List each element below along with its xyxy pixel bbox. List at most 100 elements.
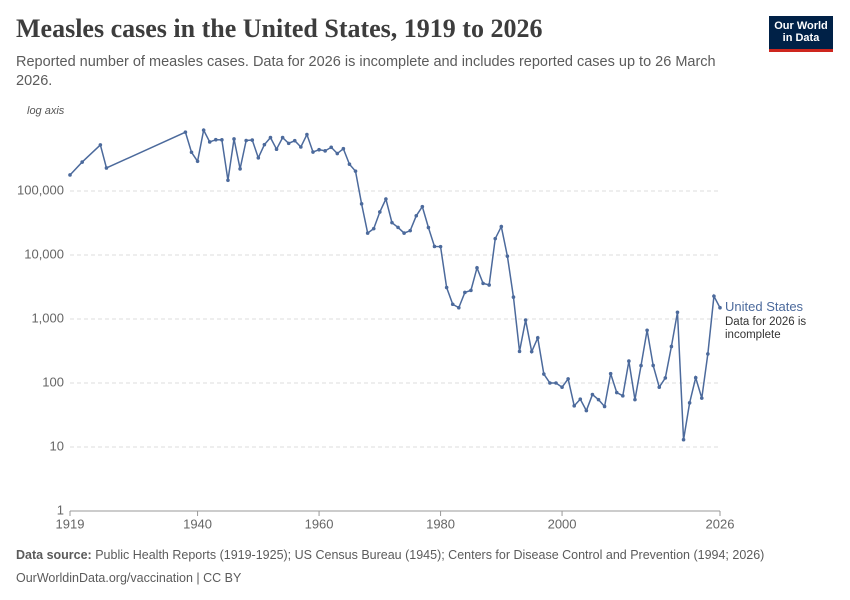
y-tick-label: 1 bbox=[57, 502, 64, 517]
point bbox=[347, 162, 352, 167]
point bbox=[706, 352, 710, 356]
point bbox=[329, 145, 334, 150]
point bbox=[68, 173, 72, 177]
logo-text: in Data bbox=[782, 32, 820, 44]
point bbox=[602, 404, 607, 409]
point bbox=[195, 159, 200, 164]
point bbox=[341, 146, 346, 151]
point bbox=[505, 254, 510, 258]
x-tick-label: 2026 bbox=[706, 516, 735, 531]
point bbox=[292, 138, 297, 143]
point bbox=[548, 381, 552, 385]
point bbox=[438, 244, 443, 249]
point bbox=[244, 138, 248, 143]
point bbox=[317, 147, 321, 152]
point bbox=[535, 336, 540, 340]
point bbox=[712, 294, 716, 298]
point bbox=[104, 166, 109, 170]
y-tick-label: 100,000 bbox=[17, 182, 64, 197]
point bbox=[262, 142, 267, 147]
point bbox=[584, 408, 589, 413]
x-tick-label: 1919 bbox=[56, 516, 85, 531]
point bbox=[353, 169, 358, 173]
point bbox=[463, 290, 467, 295]
y-tick-label: 10 bbox=[50, 438, 64, 453]
point bbox=[371, 226, 376, 231]
point bbox=[675, 310, 680, 315]
point bbox=[627, 359, 631, 363]
point bbox=[554, 381, 558, 385]
point bbox=[590, 392, 595, 397]
point bbox=[256, 156, 261, 160]
point bbox=[232, 137, 236, 141]
point bbox=[608, 371, 613, 376]
point bbox=[681, 437, 686, 442]
point bbox=[305, 132, 309, 137]
point bbox=[699, 396, 704, 400]
point bbox=[384, 197, 388, 201]
line bbox=[69, 127, 721, 440]
point bbox=[456, 305, 461, 310]
point bbox=[511, 295, 516, 299]
x-tick-label: 2000 bbox=[548, 516, 577, 531]
legend-label: United States bbox=[725, 299, 804, 314]
point bbox=[183, 130, 188, 134]
point bbox=[274, 147, 279, 151]
point bbox=[365, 231, 370, 235]
point bbox=[444, 285, 449, 290]
source-text: Public Health Reports (1919-1925); US Ce… bbox=[95, 548, 765, 562]
source: Data source: Public Health Reports (1919… bbox=[16, 548, 764, 562]
point bbox=[408, 228, 412, 233]
point bbox=[335, 151, 340, 156]
point bbox=[639, 363, 643, 368]
y-tick-label: 100 bbox=[42, 374, 64, 389]
point bbox=[693, 375, 698, 380]
point bbox=[499, 224, 504, 229]
point bbox=[566, 377, 570, 381]
point bbox=[80, 160, 84, 164]
point bbox=[311, 150, 315, 154]
point bbox=[426, 225, 431, 230]
point bbox=[213, 137, 218, 142]
point bbox=[286, 141, 291, 146]
point bbox=[280, 135, 285, 140]
point bbox=[487, 283, 491, 287]
point bbox=[517, 349, 522, 354]
point bbox=[523, 318, 528, 322]
chart-subtitle: Reported number of measles cases. Data f… bbox=[16, 54, 716, 89]
point bbox=[596, 397, 601, 402]
point bbox=[633, 397, 637, 402]
y-tick-label: 1,000 bbox=[31, 310, 64, 325]
logo-text: Our World bbox=[774, 20, 828, 32]
point bbox=[614, 390, 619, 395]
point bbox=[493, 236, 498, 241]
point bbox=[220, 138, 224, 142]
point bbox=[226, 178, 230, 183]
point bbox=[201, 128, 206, 132]
point bbox=[657, 385, 662, 389]
point bbox=[250, 138, 255, 142]
point bbox=[481, 281, 485, 286]
point bbox=[669, 344, 674, 349]
logo: Our World in Data bbox=[769, 16, 833, 52]
annotation: Data for 2026 is incomplete bbox=[725, 316, 807, 341]
url: OurWorldinData.org/vaccination | CC BY bbox=[16, 571, 242, 585]
point bbox=[323, 149, 327, 153]
point bbox=[378, 210, 382, 214]
point bbox=[529, 349, 534, 354]
x-tick-label: 1960 bbox=[305, 516, 334, 531]
point bbox=[207, 140, 212, 144]
point bbox=[359, 202, 364, 206]
point bbox=[645, 328, 649, 333]
point bbox=[687, 401, 692, 405]
point bbox=[432, 244, 437, 249]
x-tick-label: 1940 bbox=[183, 516, 212, 531]
point bbox=[420, 204, 425, 209]
axis-note: log axis bbox=[27, 105, 65, 117]
point bbox=[98, 143, 103, 147]
y-tick-label: 10,000 bbox=[24, 246, 64, 261]
point bbox=[238, 167, 242, 171]
x-tick-label: 1980 bbox=[426, 516, 455, 531]
